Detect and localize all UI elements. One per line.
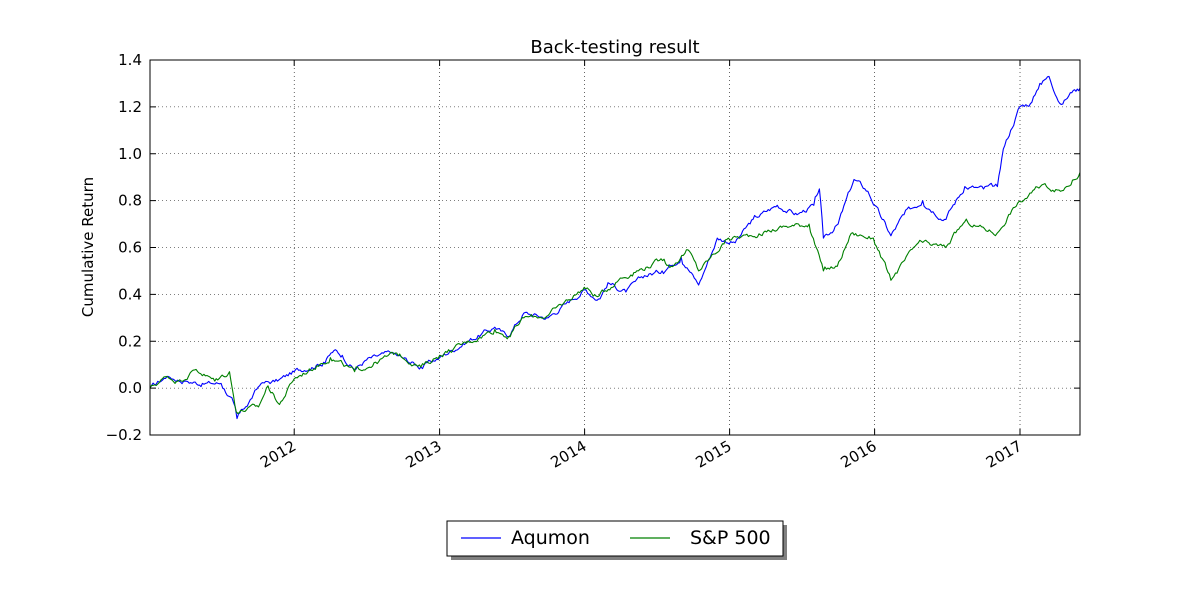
series-line-sp500: [150, 172, 1080, 415]
x-tick-label: 2016: [838, 437, 880, 472]
x-tick-label: 2014: [548, 437, 590, 472]
legend-label-aqumon: Aqumon: [511, 527, 590, 549]
y-tick-label: 0.8: [118, 192, 142, 210]
x-tick-label: 2015: [693, 437, 735, 472]
y-tick-label: 1.0: [118, 145, 142, 163]
y-tick-label: 0.0: [118, 379, 142, 397]
axis-ticks: −0.2 0.0 0.2 0.4 0.6 0.8 1.0 1.2 1.4 2012 2013 2014…: [106, 51, 1080, 472]
gridlines: [150, 60, 1080, 435]
legend: Aqumon S&P 500: [446, 520, 787, 560]
legend-box: [446, 520, 784, 557]
x-tick-label: 2017: [983, 437, 1025, 472]
y-axis-label: Cumulative Return: [79, 177, 97, 317]
plot-area: [150, 75, 1080, 420]
x-tick-label: 2012: [257, 437, 299, 472]
y-tick-label: 0.2: [118, 332, 142, 350]
x-tick-label: 2013: [403, 437, 445, 472]
series-line-aqumon: [150, 75, 1080, 420]
y-tick-label: 0.4: [118, 285, 142, 303]
chart-title: Back-testing result: [530, 37, 699, 58]
y-tick-label: 1.4: [118, 51, 142, 69]
y-tick-label: −0.2: [106, 426, 142, 444]
y-tick-label: 1.2: [118, 98, 142, 116]
y-tick-label: 0.6: [118, 239, 142, 257]
legend-label-sp500: S&P 500: [690, 527, 771, 549]
